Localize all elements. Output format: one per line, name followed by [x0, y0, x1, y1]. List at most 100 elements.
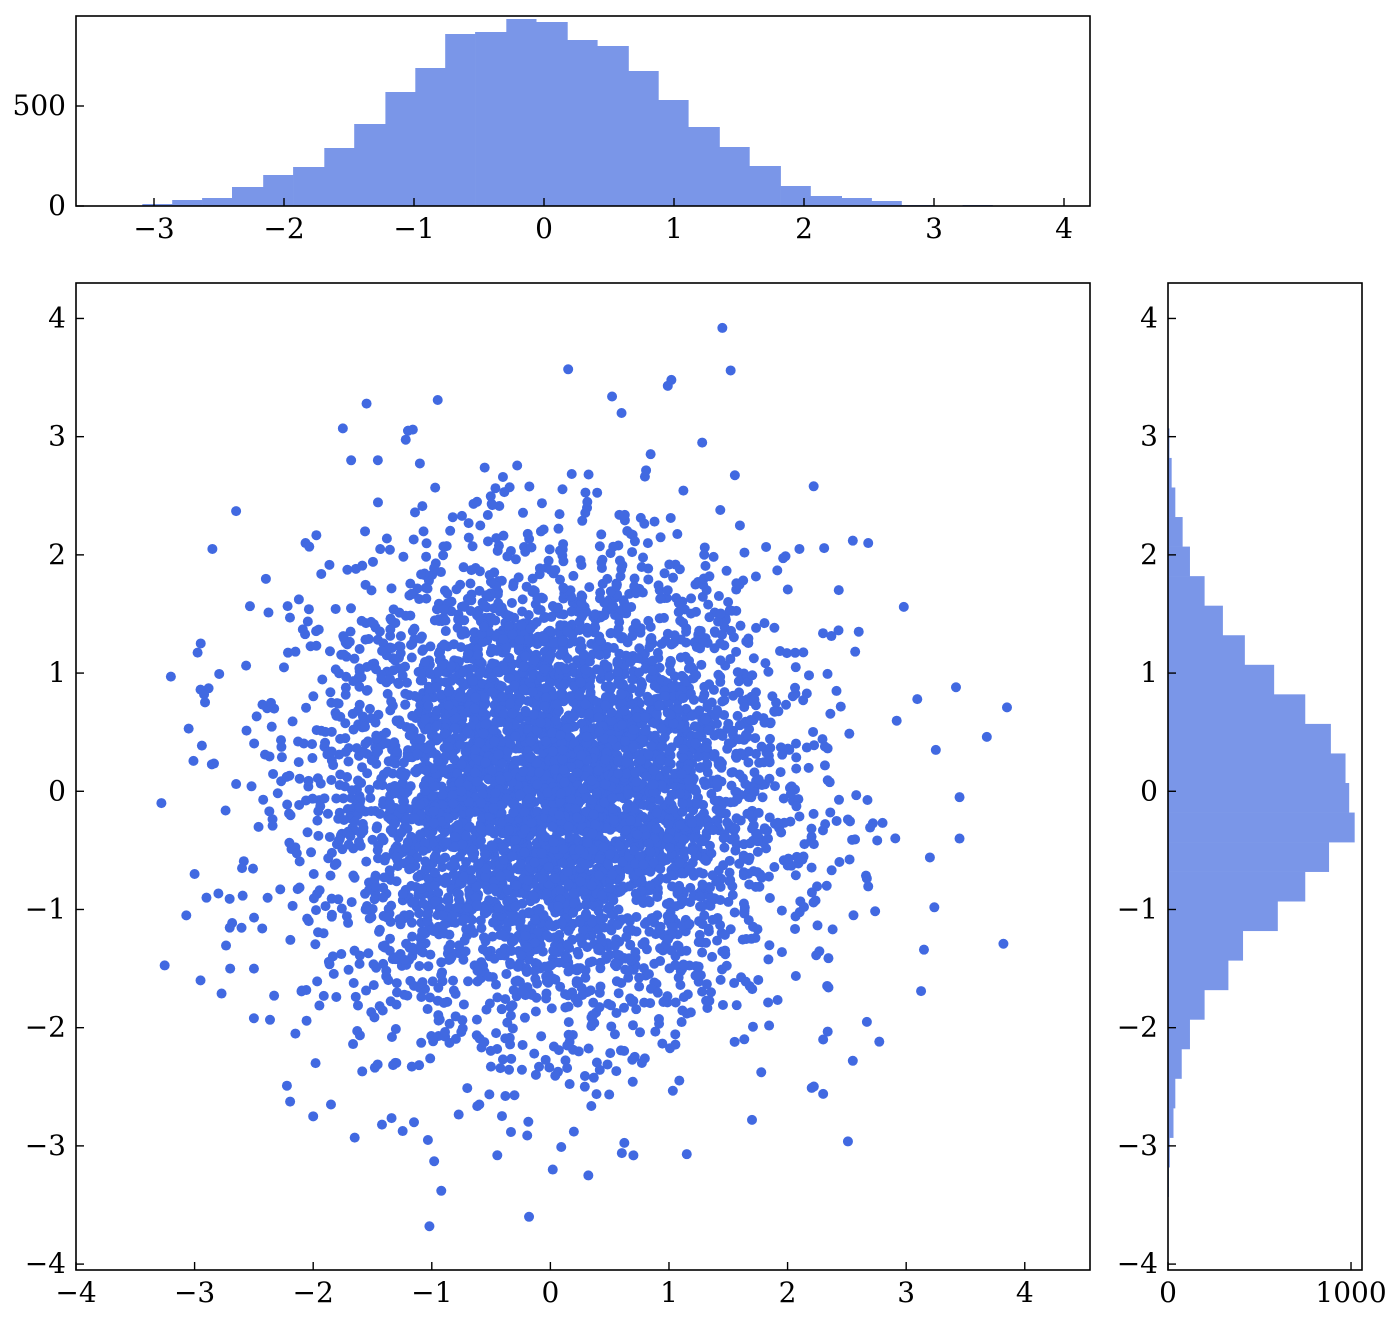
scatter-point — [507, 1000, 518, 1011]
scatter-point — [483, 971, 494, 982]
scatter-point — [490, 615, 501, 626]
scatter-point — [425, 992, 436, 1003]
scatter-point — [798, 647, 809, 658]
scatter-point — [693, 937, 704, 948]
scatter-point — [361, 856, 372, 867]
scatter-point — [557, 754, 568, 765]
scatter-point — [325, 870, 336, 881]
scatter-point — [389, 737, 400, 748]
scatter-point — [303, 775, 314, 786]
scatter-point — [731, 646, 742, 657]
scatter-point — [528, 709, 539, 720]
scatter-point — [697, 836, 708, 847]
scatter-point — [678, 693, 689, 704]
scatter-point — [521, 707, 532, 718]
scatter-point — [372, 779, 383, 790]
scatter-point — [677, 806, 688, 817]
scatter-point — [739, 1034, 750, 1045]
scatter-point — [601, 951, 612, 962]
scatter-point — [386, 696, 397, 707]
scatter-point — [231, 779, 242, 790]
scatter-point — [466, 914, 477, 925]
scatter-point — [351, 743, 362, 754]
scatter-point — [719, 842, 730, 853]
scatter-point — [529, 965, 540, 976]
scatter-point — [681, 626, 692, 637]
scatter-point — [517, 985, 528, 996]
scatter-point — [293, 594, 304, 605]
scatter-point — [826, 865, 837, 876]
scatter-point — [483, 536, 494, 547]
scatter-point — [371, 664, 382, 675]
scatter-point — [583, 1043, 594, 1054]
scatter-point — [820, 819, 831, 830]
scatter-point — [557, 484, 568, 495]
scatter-point — [258, 794, 269, 805]
scatter-point — [594, 650, 605, 661]
scatter-point — [492, 545, 503, 556]
scatter-point — [753, 974, 764, 985]
scatter-point — [645, 846, 656, 857]
scatter-point — [611, 1066, 622, 1077]
scatter-point — [282, 647, 293, 658]
scatter-point — [549, 638, 560, 649]
scatter-point — [724, 605, 735, 616]
scatter-point — [475, 667, 486, 678]
scatter-point — [334, 780, 345, 791]
scatter-point — [524, 481, 535, 492]
scatter-point — [668, 718, 679, 729]
scatter-point — [673, 598, 684, 609]
scatter-point — [644, 897, 655, 908]
scatter-point — [248, 863, 259, 874]
scatter-point — [490, 787, 501, 798]
scatter-point — [738, 853, 749, 864]
scatter-point — [495, 1063, 506, 1074]
scatter-point — [799, 839, 810, 850]
scatter-point — [496, 602, 507, 613]
scatter-point — [645, 621, 656, 632]
scatter-point — [472, 965, 483, 976]
scatter-point — [785, 788, 796, 799]
scatter-point — [532, 779, 543, 790]
scatter-point — [662, 991, 673, 1002]
scatter-point — [339, 814, 350, 825]
scatter-point — [554, 810, 565, 821]
scatter-point — [541, 888, 552, 899]
scatter-point — [450, 1011, 461, 1022]
scatter-point — [456, 510, 467, 521]
scatter-point — [474, 566, 485, 577]
scatter-point — [651, 807, 662, 818]
top-x-tick-label: 3 — [925, 212, 943, 245]
scatter-point — [734, 520, 745, 531]
scatter-point — [488, 725, 499, 736]
scatter-point — [735, 620, 746, 631]
scatter-point — [582, 496, 593, 507]
scatter-point — [808, 897, 819, 908]
scatter-point — [842, 1136, 853, 1147]
scatter-point — [737, 934, 748, 945]
scatter-point — [550, 564, 561, 575]
scatter-point — [471, 881, 482, 892]
scatter-point — [302, 827, 313, 838]
scatter-point — [756, 741, 767, 752]
scatter-point — [518, 766, 529, 777]
scatter-point — [844, 854, 855, 865]
scatter-point — [538, 613, 549, 624]
scatter-point — [320, 737, 331, 748]
scatter-point — [318, 990, 329, 1001]
scatter-point — [703, 725, 714, 736]
scatter-point — [505, 546, 516, 557]
scatter-point — [422, 583, 433, 594]
scatter-point — [605, 883, 616, 894]
scatter-point — [453, 889, 464, 900]
scatter-point — [302, 616, 313, 627]
scatter-point — [372, 455, 383, 466]
scatter-point — [335, 711, 346, 722]
scatter-point — [386, 900, 397, 911]
scatter-point — [547, 821, 558, 832]
scatter-point — [359, 721, 370, 732]
scatter-point — [563, 1029, 574, 1040]
scatter-point — [676, 1017, 687, 1028]
scatter-point — [826, 631, 837, 642]
